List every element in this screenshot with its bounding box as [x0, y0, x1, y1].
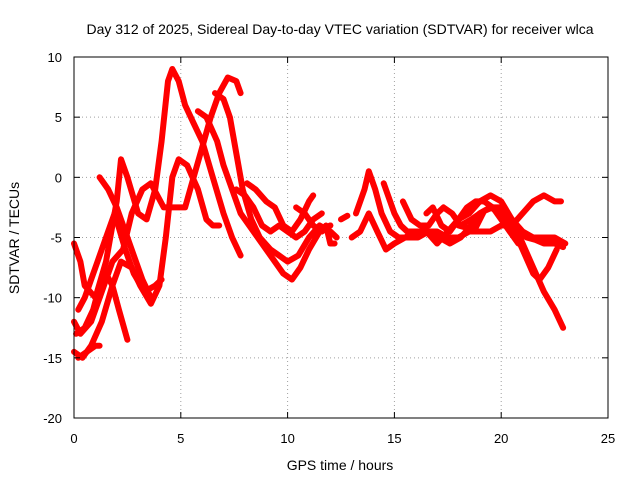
y-tick-label: -15 [43, 351, 62, 366]
series-pass-20 [455, 204, 567, 251]
series-pass-15 [353, 168, 569, 247]
chart-title: Day 312 of 2025, Sidereal Day-to-day VTE… [86, 21, 593, 37]
data-series [71, 66, 569, 361]
axis-ticks: 0 5 10 15 20 25 -20 -15 -10 -5 0 5 10 [43, 50, 615, 446]
y-axis-label: SDTVAR / TECUs [6, 182, 22, 294]
y-tick-label: -10 [43, 291, 62, 306]
series-pass-19 [423, 198, 522, 247]
series-pass-6 [75, 342, 103, 361]
series-pass-13 [323, 222, 338, 247]
series-pass-17 [380, 180, 564, 241]
x-tick-label: 25 [601, 431, 615, 446]
y-tick-label: -5 [50, 231, 62, 246]
x-axis-label: GPS time / hours [287, 457, 394, 473]
y-tick-label: 5 [55, 110, 62, 125]
series-pass-14 [338, 212, 351, 223]
series-pass-10 [233, 186, 325, 241]
series-pass-18 [399, 198, 560, 283]
x-tick-label: 0 [70, 431, 77, 446]
y-tick-label: 0 [55, 170, 62, 185]
x-tick-label: 5 [177, 431, 184, 446]
x-tick-label: 15 [387, 431, 401, 446]
series-pass-11 [244, 180, 317, 235]
x-tick-label: 20 [494, 431, 508, 446]
x-tick-label: 10 [280, 431, 294, 446]
y-tick-label: -20 [43, 411, 62, 426]
y-tick-label: 10 [48, 50, 62, 65]
series-pass-3 [71, 156, 223, 361]
series-pass-4 [73, 270, 131, 343]
series-pass-7 [96, 174, 154, 301]
